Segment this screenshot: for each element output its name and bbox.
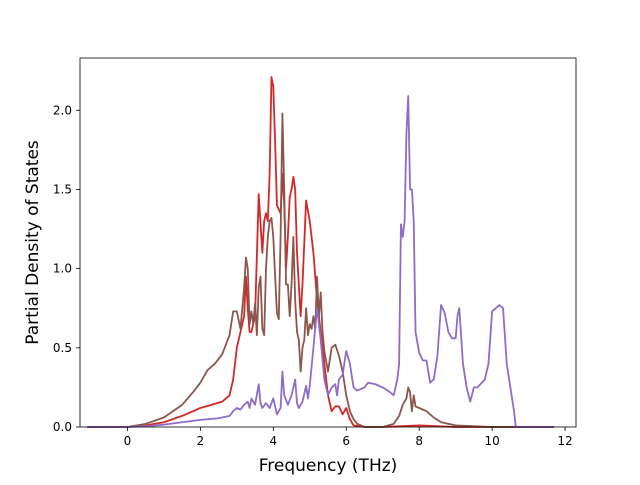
x-ticks: 0 2 4 6 8 10 12 [124,427,573,448]
y-tick-label: 0.5 [53,341,72,355]
series-line-3 [87,95,555,428]
x-tick-label: 4 [269,434,277,448]
x-tick-label: 6 [342,434,350,448]
series-line-1 [87,76,555,428]
axes-frame [79,57,577,428]
y-axis-label: Partial Density of States [23,140,43,345]
y-ticks: 0.0 0.5 1.0 1.5 2.0 [53,103,80,434]
x-tick-label: 10 [484,434,499,448]
x-tick-label: 2 [197,434,205,448]
x-tick-label: 0 [124,434,132,448]
series-layer [87,76,555,428]
y-tick-label: 2.0 [53,103,72,117]
x-axis-label: Frequency (THz) [259,456,398,476]
y-tick-label: 0.0 [53,420,72,434]
x-tick-label: 12 [557,434,572,448]
series-line-2 [87,112,555,428]
y-tick-label: 1.5 [53,182,72,196]
x-tick-label: 8 [415,434,423,448]
y-tick-label: 1.0 [53,262,72,276]
